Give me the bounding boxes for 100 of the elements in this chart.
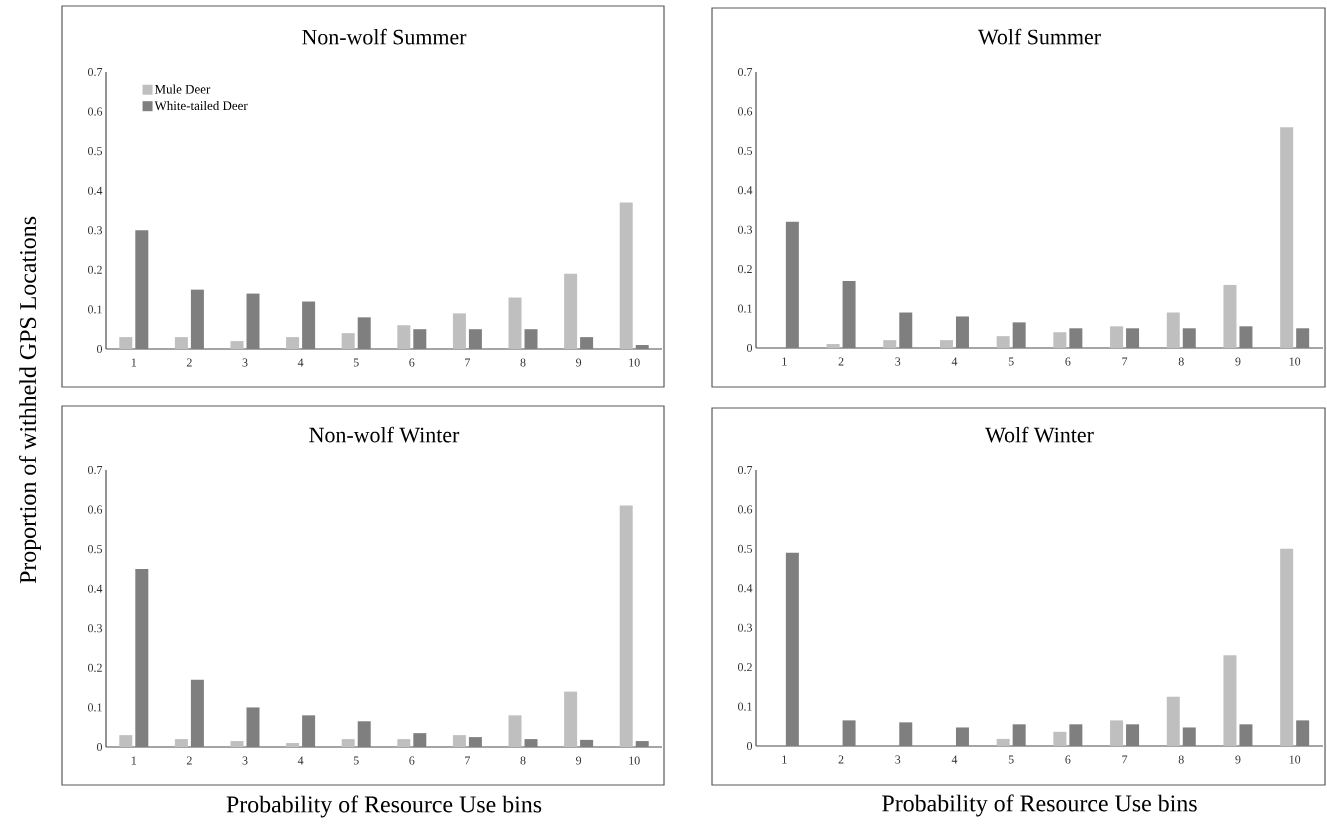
x-axis-title: Probability of Resource Use bins bbox=[226, 795, 542, 818]
x-tick-label: 5 bbox=[353, 756, 359, 765]
y-tick-label: 0.2 bbox=[87, 663, 102, 672]
y-tick-label: 0.1 bbox=[738, 304, 752, 313]
bar bbox=[883, 340, 897, 348]
x-tick-label: 4 bbox=[297, 756, 304, 765]
x-tick-label: 10 bbox=[1289, 755, 1301, 764]
y-tick-label: 0.4 bbox=[738, 584, 753, 593]
x-tick-label: 3 bbox=[895, 357, 901, 366]
y-tick-label: 0 bbox=[746, 741, 753, 751]
bar bbox=[619, 202, 633, 349]
bar bbox=[1239, 326, 1253, 348]
x-tick-label: 6 bbox=[1065, 357, 1071, 366]
x-tick-label: 3 bbox=[242, 756, 248, 765]
bar bbox=[246, 707, 260, 747]
bar bbox=[468, 737, 482, 747]
bar bbox=[230, 341, 244, 349]
bar bbox=[1296, 720, 1310, 746]
y-tick-label: 0.2 bbox=[738, 265, 752, 274]
y-tick-label: 0.5 bbox=[87, 147, 103, 156]
y-tick-label: 0.1 bbox=[738, 702, 752, 711]
x-tick-label: 3 bbox=[895, 755, 901, 764]
y-tick-label: 0 bbox=[746, 343, 753, 353]
bar bbox=[357, 317, 371, 349]
bar bbox=[135, 568, 149, 747]
bar bbox=[1182, 727, 1196, 746]
bar bbox=[955, 727, 969, 746]
bar bbox=[174, 337, 188, 349]
bar bbox=[397, 739, 411, 747]
x-tick-label: 9 bbox=[576, 358, 582, 367]
y-tick-label: 0.6 bbox=[738, 505, 753, 514]
y-tick-label: 0.1 bbox=[87, 305, 102, 314]
x-tick-label: 10 bbox=[1289, 357, 1301, 366]
bar bbox=[1166, 696, 1180, 746]
x-tick-label: 7 bbox=[465, 358, 471, 367]
bar bbox=[246, 293, 260, 349]
x-tick-label: 9 bbox=[576, 756, 582, 765]
bar bbox=[1126, 328, 1140, 348]
y-tick-label: 0 bbox=[96, 344, 103, 354]
bar bbox=[580, 739, 594, 747]
bar bbox=[119, 337, 133, 349]
x-tick-label: 1 bbox=[131, 756, 137, 765]
y-tick-label: 0.1 bbox=[87, 703, 102, 712]
bar bbox=[524, 739, 538, 747]
y-tick-label: 0.4 bbox=[738, 186, 753, 195]
bar bbox=[826, 344, 840, 348]
bar bbox=[302, 301, 316, 349]
bar bbox=[230, 741, 244, 747]
bar bbox=[341, 739, 355, 747]
bar bbox=[190, 289, 204, 349]
x-tick-label: 1 bbox=[782, 755, 787, 764]
chart-title: Wolf Winter bbox=[985, 426, 1094, 443]
x-tick-label: 5 bbox=[1008, 357, 1014, 366]
x-tick-label: 1 bbox=[131, 358, 137, 367]
x-tick-label: 8 bbox=[1178, 357, 1184, 366]
bar bbox=[1280, 548, 1294, 746]
bar bbox=[174, 739, 188, 747]
bar bbox=[190, 679, 204, 747]
x-tick-label: 10 bbox=[629, 358, 640, 367]
bar bbox=[899, 312, 913, 348]
chart-title: Non-wolf Winter bbox=[309, 426, 460, 443]
bar bbox=[508, 297, 522, 349]
legend-label: Mule Deer bbox=[154, 84, 211, 94]
bar bbox=[564, 691, 578, 747]
bar bbox=[580, 337, 594, 349]
bar bbox=[1280, 127, 1294, 348]
x-tick-label: 8 bbox=[1178, 755, 1184, 764]
x-tick-label: 8 bbox=[520, 358, 526, 367]
x-tick-label: 9 bbox=[1235, 755, 1241, 764]
bar bbox=[1126, 724, 1140, 746]
bar bbox=[1053, 731, 1067, 746]
bar bbox=[785, 552, 799, 746]
bar bbox=[1296, 328, 1310, 348]
y-tick-label: 0.6 bbox=[738, 107, 753, 116]
y-tick-label: 0.7 bbox=[87, 67, 103, 77]
chart-title: Non-wolf Summer bbox=[302, 28, 467, 45]
bar bbox=[302, 715, 316, 747]
bar bbox=[135, 230, 149, 349]
y-tick-label: 0.4 bbox=[87, 186, 103, 195]
y-tick-label: 0 bbox=[96, 742, 103, 752]
bar bbox=[357, 721, 371, 747]
x-tick-label: 4 bbox=[951, 357, 958, 366]
bar bbox=[119, 735, 133, 747]
y-tick-label: 0.6 bbox=[87, 505, 103, 514]
y-tick-label: 0.7 bbox=[738, 67, 753, 77]
bar bbox=[996, 738, 1010, 746]
bar bbox=[842, 280, 856, 348]
y-tick-label: 0.3 bbox=[738, 623, 753, 632]
x-tick-label: 2 bbox=[838, 357, 844, 366]
bar bbox=[524, 329, 538, 349]
x-tick-label: 7 bbox=[1122, 755, 1128, 764]
x-tick-label: 7 bbox=[465, 756, 471, 765]
bar bbox=[1012, 322, 1026, 348]
x-tick-label: 2 bbox=[186, 358, 192, 367]
bar bbox=[413, 733, 427, 747]
y-tick-label: 0.5 bbox=[87, 545, 103, 554]
bar bbox=[1110, 720, 1124, 746]
y-tick-label: 0.6 bbox=[87, 107, 103, 116]
bar bbox=[1053, 332, 1067, 348]
x-axis-title: Probability of Resource Use bins bbox=[882, 794, 1197, 817]
